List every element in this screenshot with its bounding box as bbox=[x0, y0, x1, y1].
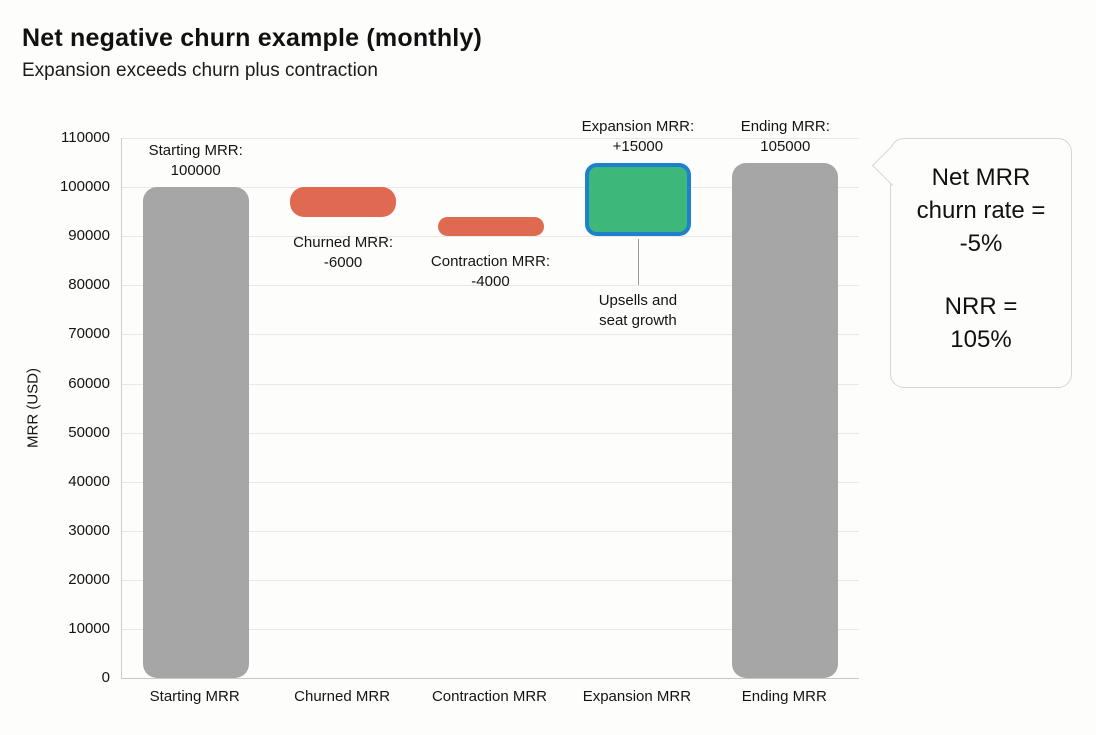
bar-value-label-ending-mrr: Ending MRR: 105000 bbox=[741, 117, 830, 157]
y-tick-label: 70000 bbox=[68, 325, 110, 343]
y-tick-label: 90000 bbox=[68, 227, 110, 245]
gridline bbox=[122, 628, 859, 630]
annotation-line1: Upsells and bbox=[598, 292, 678, 310]
callout-line: churn rate = bbox=[916, 197, 1046, 224]
gridline bbox=[122, 481, 859, 483]
y-tick-label: 30000 bbox=[68, 521, 110, 539]
annotation-line2: seat growth bbox=[599, 312, 677, 330]
gridline bbox=[122, 285, 859, 287]
bar-label-line2: 105000 bbox=[760, 137, 811, 155]
callout-line: -5% bbox=[959, 230, 1003, 257]
y-tick-label: 20000 bbox=[68, 570, 110, 588]
y-tick-label: 50000 bbox=[68, 423, 110, 441]
page-title: Net negative churn example (monthly) bbox=[22, 24, 483, 52]
y-tick-label: 100000 bbox=[59, 178, 110, 196]
bar-expansion-mrr bbox=[584, 162, 691, 237]
y-tick-label: 10000 bbox=[68, 619, 110, 637]
y-tick-label: 0 bbox=[101, 669, 110, 686]
gridline bbox=[122, 530, 859, 532]
bar-churned-mrr bbox=[290, 187, 397, 217]
annotation-text: Upsells and seat growth bbox=[599, 291, 677, 331]
x-tick-label-ending-mrr: Ending MRR bbox=[741, 688, 827, 705]
callout-line: Net MRR bbox=[931, 164, 1031, 191]
annotation-connector-line bbox=[637, 239, 639, 286]
bar-value-label-expansion-mrr: Expansion MRR: +15000 bbox=[582, 117, 695, 157]
bar-label-line1: Contraction MRR: bbox=[430, 253, 551, 271]
callout-line: NRR = bbox=[944, 293, 1018, 320]
bar-label-line1: Ending MRR: bbox=[740, 117, 830, 135]
bar-value-label-contraction-mrr: Contraction MRR: -4000 bbox=[431, 252, 550, 292]
bar-label-line2: -4000 bbox=[471, 273, 510, 291]
page-subtitle: Expansion exceeds churn plus contraction bbox=[22, 60, 378, 81]
gridline bbox=[122, 383, 859, 385]
nrr-callout: Net MRR churn rate = -5% NRR = 105% bbox=[871, 138, 1072, 388]
x-tick-label-churned-mrr: Churned MRR bbox=[294, 688, 391, 705]
y-tick-label: 80000 bbox=[68, 276, 110, 294]
gridline bbox=[122, 138, 859, 139]
bar-value-label-starting-mrr: Starting MRR: 100000 bbox=[149, 141, 243, 181]
bar-label-line2: 100000 bbox=[170, 162, 221, 180]
gridline bbox=[122, 334, 859, 336]
bar-contraction-mrr bbox=[437, 216, 544, 237]
bar-value-label-churned-mrr: Churned MRR: -6000 bbox=[293, 233, 393, 273]
bar-label-line1: Starting MRR: bbox=[148, 142, 243, 160]
gridline bbox=[122, 236, 859, 238]
bar-label-line2: +15000 bbox=[612, 137, 664, 155]
bar-label-line1: Expansion MRR: bbox=[581, 117, 695, 135]
x-tick-label-starting-mrr: Starting MRR bbox=[149, 688, 240, 705]
callout-line: 105% bbox=[950, 326, 1012, 353]
y-tick-label: 60000 bbox=[68, 374, 110, 392]
bar-ending-mrr bbox=[732, 162, 839, 678]
bar-starting-mrr bbox=[142, 187, 249, 678]
gridline bbox=[122, 187, 859, 189]
bar-label-line1: Churned MRR: bbox=[293, 233, 394, 251]
gridline bbox=[122, 579, 859, 581]
bar-label-line2: -6000 bbox=[323, 253, 363, 271]
y-tick-label: 110000 bbox=[61, 129, 110, 146]
y-axis: 0 10000 20000 30000 40000 50000 60000 70000 8000… bbox=[0, 129, 110, 686]
x-tick-label-expansion-mrr: Expansion MRR bbox=[582, 688, 692, 705]
plot-area: Starting MRR: 100000 Churned MRR: -6000 Cont… bbox=[121, 118, 859, 679]
x-tick-label-contraction-mrr: Contraction MRR bbox=[431, 688, 548, 705]
gridline bbox=[122, 432, 859, 434]
y-tick-label: 40000 bbox=[68, 472, 110, 490]
